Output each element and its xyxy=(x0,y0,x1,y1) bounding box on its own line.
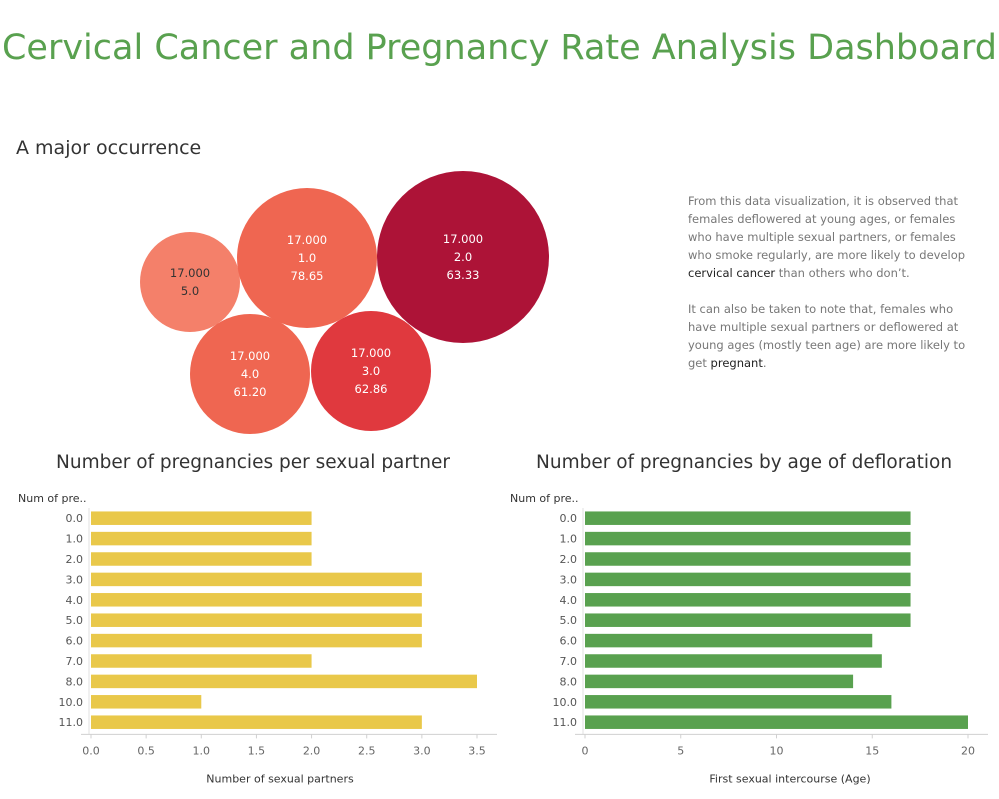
bar[interactable] xyxy=(585,531,911,546)
bubble-label: 62.86 xyxy=(355,382,388,396)
bar[interactable] xyxy=(91,633,422,648)
bar[interactable] xyxy=(585,695,892,709)
bubble-label: 17.000 xyxy=(287,233,327,247)
bubble-circle[interactable] xyxy=(377,171,549,343)
bubble[interactable]: 17.000 1.0 78.65 xyxy=(237,188,377,328)
bubble-circle[interactable] xyxy=(140,232,240,332)
x-tick-label: 0.0 xyxy=(82,744,100,757)
bar[interactable] xyxy=(91,674,477,689)
bubble-label: 1.0 xyxy=(298,251,316,265)
bar[interactable] xyxy=(585,593,911,607)
category-label: 3.0 xyxy=(560,573,578,586)
bar[interactable] xyxy=(91,552,312,566)
x-tick-label: 2.0 xyxy=(303,744,321,757)
category-label: 5.0 xyxy=(560,614,578,627)
category-label: 6.0 xyxy=(560,635,578,648)
bubble-circle[interactable] xyxy=(237,188,377,328)
bubble-label: 3.0 xyxy=(362,364,380,378)
bubble-circle[interactable] xyxy=(190,314,310,434)
category-label: 2.0 xyxy=(66,553,84,566)
bar[interactable] xyxy=(585,715,968,729)
category-label: 2.0 xyxy=(560,553,578,566)
bar[interactable] xyxy=(91,613,422,627)
insight-paragraph-1: From this data visualization, it is obse… xyxy=(688,194,966,280)
pregnancies-per-partner-title: Number of pregnancies per sexual partner xyxy=(56,452,450,473)
category-label: 4.0 xyxy=(66,594,84,607)
x-tick-label: 0.5 xyxy=(137,744,155,757)
bar[interactable] xyxy=(585,613,911,627)
highlight-cervical-cancer: cervical cancer xyxy=(688,266,776,280)
category-label: 3.0 xyxy=(66,573,84,586)
x-tick-label: 1.0 xyxy=(193,744,211,757)
x-tick-label: 0 xyxy=(582,744,589,757)
category-label: 4.0 xyxy=(560,594,578,607)
bubble-label: 17.000 xyxy=(443,232,483,246)
bubble[interactable]: 17.000 5.0 xyxy=(140,232,240,332)
bubble-label: 17.000 xyxy=(170,266,210,280)
bar[interactable] xyxy=(91,715,422,729)
category-label: 0.0 xyxy=(560,512,578,525)
bubble-label: 17.000 xyxy=(351,346,391,360)
x-tick-label: 3.5 xyxy=(468,744,486,757)
category-label: 8.0 xyxy=(560,675,578,688)
bar[interactable] xyxy=(91,654,312,668)
x-tick-label: 3.0 xyxy=(413,744,431,757)
bar[interactable] xyxy=(585,552,911,566)
bubble-circle[interactable] xyxy=(311,311,431,431)
insight-note: From this data visualization, it is obse… xyxy=(688,192,978,390)
category-label: 10.0 xyxy=(59,696,84,709)
category-label: 11.0 xyxy=(59,716,84,729)
bubble-label: 2.0 xyxy=(454,250,472,264)
pregnancies-by-age-title: Number of pregnancies by age of deflorat… xyxy=(536,452,953,473)
x-axis-title: First sexual intercourse (Age) xyxy=(709,772,870,785)
category-label: 5.0 xyxy=(66,614,84,627)
bubble[interactable]: 17.000 3.0 62.86 xyxy=(311,311,431,431)
bar[interactable] xyxy=(91,511,312,525)
x-tick-label: 20 xyxy=(961,744,975,757)
x-tick-label: 5 xyxy=(677,744,684,757)
bar[interactable] xyxy=(585,674,854,689)
bubble-label: 5.0 xyxy=(181,284,199,298)
highlight-pregnant: pregnant xyxy=(710,356,763,370)
pregnancies-per-partner-chart: Num of pre.. 0.0 1.0 2.0 3.0 4.0 5.0 6.0 7.0 8.0 1… xyxy=(18,492,497,785)
bubble-chart: 17.0005.017.0001.078.6517.0002.063.3317.… xyxy=(140,171,549,434)
bubble[interactable]: 17.000 4.0 61.20 xyxy=(190,314,310,434)
category-label: 1.0 xyxy=(66,533,84,546)
bar[interactable] xyxy=(585,633,873,648)
category-label: 7.0 xyxy=(560,655,578,668)
category-label: 10.0 xyxy=(553,696,578,709)
bar[interactable] xyxy=(91,593,422,607)
bubble[interactable]: 17.000 2.0 63.33 xyxy=(377,171,549,343)
bar[interactable] xyxy=(91,695,202,709)
bubble-chart-title: A major occurrence xyxy=(16,137,202,159)
x-tick-label: 15 xyxy=(865,744,879,757)
category-label: 6.0 xyxy=(66,635,84,648)
bar[interactable] xyxy=(585,572,911,587)
row-header: Num of pre.. xyxy=(510,492,579,505)
bubble-label: 17.000 xyxy=(230,349,270,363)
x-tick-label: 10 xyxy=(770,744,784,757)
x-tick-label: 1.5 xyxy=(248,744,266,757)
bubble-label: 61.20 xyxy=(234,385,267,399)
category-label: 11.0 xyxy=(553,716,578,729)
category-label: 1.0 xyxy=(560,533,578,546)
bar[interactable] xyxy=(91,531,312,546)
category-label: 8.0 xyxy=(66,675,84,688)
category-label: 0.0 xyxy=(66,512,84,525)
dashboard-title: Cervical Cancer and Pregnancy Rate Analy… xyxy=(1,28,998,68)
x-tick-label: 2.5 xyxy=(358,744,376,757)
pregnancies-by-age-chart: Num of pre.. 0.0 1.0 2.0 3.0 4.0 5.0 6.0 7.0 8.0 1… xyxy=(510,492,988,785)
bar[interactable] xyxy=(585,511,911,525)
x-axis-title: Number of sexual partners xyxy=(206,772,354,785)
bar[interactable] xyxy=(91,572,422,587)
bubble-label: 78.65 xyxy=(291,269,324,283)
bubble-label: 63.33 xyxy=(447,268,480,282)
row-header: Num of pre.. xyxy=(18,492,87,505)
bar[interactable] xyxy=(585,654,882,668)
bubble-label: 4.0 xyxy=(241,367,259,381)
insight-paragraph-2: It can also be taken to note that, femal… xyxy=(688,302,966,370)
category-label: 7.0 xyxy=(66,655,84,668)
